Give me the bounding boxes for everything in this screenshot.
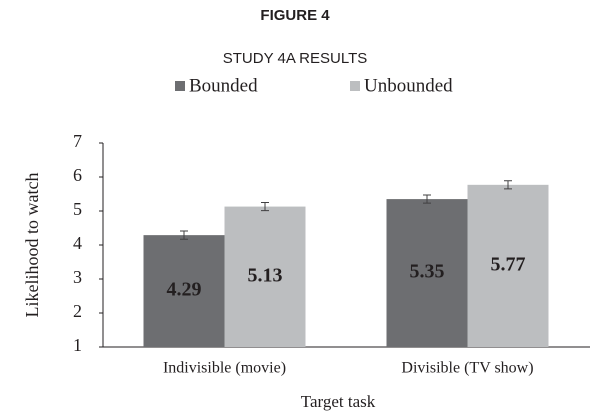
legend-label: Unbounded <box>364 75 453 96</box>
data-label: 5.77 <box>491 254 526 276</box>
y-tick-label: 7 <box>73 131 82 151</box>
error-bar <box>180 230 188 240</box>
y-tick-label: 1 <box>73 335 82 355</box>
legend-label: Bounded <box>189 75 258 96</box>
chart-subtitle: STUDY 4A RESULTS <box>223 50 368 67</box>
y-tick-label: 3 <box>73 267 82 287</box>
y-tick-label: 5 <box>73 199 82 219</box>
y-tick-label: 2 <box>73 301 82 321</box>
legend-swatch <box>350 81 360 91</box>
x-tick-label: Indivisible (movie) <box>163 360 286 377</box>
error-bar <box>423 194 431 204</box>
chart-title: FIGURE 4 <box>260 7 330 24</box>
y-axis-label: Likelihood to watch <box>22 173 42 318</box>
bar <box>224 206 306 347</box>
data-label: 4.29 <box>167 279 202 301</box>
x-tick-label: Divisible (TV show) <box>401 360 533 377</box>
y-tick-label: 4 <box>73 233 82 253</box>
bar <box>386 199 468 347</box>
error-bar <box>504 180 512 190</box>
bar <box>143 235 225 347</box>
y-tick-label: 6 <box>73 165 82 185</box>
error-bar <box>261 202 269 212</box>
data-label: 5.13 <box>248 264 283 286</box>
x-axis-label: Target task <box>301 392 376 411</box>
legend-swatch <box>175 81 185 91</box>
data-label: 5.35 <box>410 261 445 283</box>
bar <box>467 184 549 347</box>
